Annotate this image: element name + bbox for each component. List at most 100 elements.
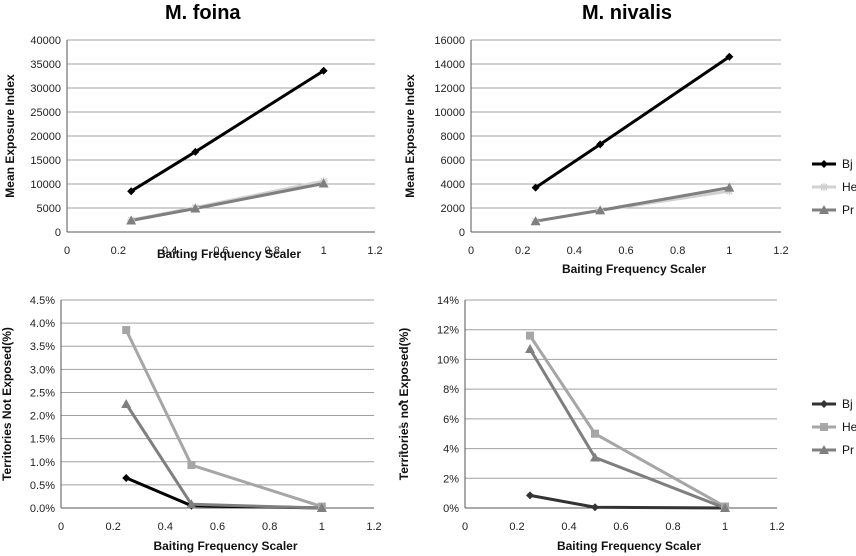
y-tick-label: 0 [459, 227, 465, 239]
x-tick-label: 1.2 [366, 521, 381, 533]
data-point-pr [190, 203, 201, 213]
x-tick-label: 0.6 [613, 521, 628, 533]
data-point-he [187, 461, 196, 470]
x-tick-label: 0 [64, 245, 70, 257]
y-tick-label: 5000 [37, 203, 61, 215]
x-axis-title: Baiting Frequency Scaler [562, 262, 706, 276]
data-point-pr [121, 399, 132, 408]
legend-marker-he [820, 183, 828, 191]
legend-label-he: He [842, 180, 856, 194]
x-tick-label: 0.4 [162, 245, 177, 257]
data-point-bj [725, 52, 734, 61]
x-tick-label: 0.6 [618, 245, 633, 257]
y-tick-label: 2.0% [30, 411, 55, 423]
legend-marker-bj [820, 160, 828, 168]
y-tick-label: 1.0% [30, 457, 55, 469]
x-tick-label: 0.4 [561, 521, 576, 533]
y-tick-label: 3.0% [30, 364, 55, 376]
x-tick-label: 0.6 [210, 521, 225, 533]
y-tick-label: 14% [437, 295, 459, 307]
legend-label-pr: Pr [842, 203, 854, 217]
y-tick-label: 12% [437, 325, 459, 337]
y-axis-title: Mean Exposure Index [403, 74, 417, 198]
legend-marker-he [820, 423, 828, 431]
data-point-bj [122, 473, 131, 482]
legend-marker-bj [820, 400, 828, 408]
x-tick-label: 0.8 [665, 521, 680, 533]
x-tick-label: 0.2 [509, 521, 524, 533]
y-tick-label: 16000 [434, 35, 465, 47]
y-tick-label: 0 [55, 227, 61, 239]
stray-dot [398, 402, 402, 406]
x-tick-label: 0.4 [567, 245, 582, 257]
y-tick-label: 12000 [434, 83, 465, 95]
legend-label-he: He [842, 420, 856, 434]
y-tick-label: 1.5% [30, 434, 55, 446]
data-point-pr [590, 452, 600, 462]
stray-dot [398, 425, 402, 429]
data-point-bj [591, 503, 599, 512]
x-tick-label: 0.2 [515, 245, 530, 257]
legend-label-bj: Bj [842, 157, 853, 171]
y-tick-label: 4% [443, 444, 459, 456]
y-tick-label: 2000 [441, 203, 465, 215]
data-point-pr [720, 503, 730, 512]
y-tick-label: 8000 [441, 131, 465, 143]
title-m-foina: M. foina [165, 2, 241, 24]
y-tick-label: 3.5% [30, 341, 55, 353]
x-tick-label: 1 [722, 521, 728, 533]
y-tick-label: 2.5% [30, 387, 55, 399]
y-tick-label: 4.0% [30, 318, 55, 330]
y-tick-label: 14000 [434, 59, 465, 71]
data-point-pr [318, 178, 329, 188]
x-tick-label: 0.6 [213, 245, 228, 257]
x-axis-title: Baiting Frequency Scaler [157, 247, 301, 261]
data-point-he [526, 331, 534, 340]
x-tick-label: 1.2 [367, 245, 382, 257]
legend-marker-pr [819, 205, 829, 214]
data-point-bj [531, 183, 540, 192]
x-tick-label: 0.4 [158, 521, 173, 533]
y-tick-label: 30000 [30, 83, 61, 95]
y-tick-label: 15000 [30, 155, 61, 167]
y-tick-label: 4000 [441, 179, 465, 191]
y-tick-label: 10% [437, 354, 459, 366]
y-tick-label: 0.5% [30, 480, 55, 492]
data-point-he [591, 429, 599, 438]
y-tick-label: 8% [443, 384, 459, 396]
x-tick-label: 0.8 [265, 245, 280, 257]
y-axis-title: Territories Not Exposed(%) [0, 327, 14, 481]
y-tick-label: 6000 [441, 155, 465, 167]
y-tick-label: 25000 [30, 107, 61, 119]
y-tick-label: 0% [443, 503, 459, 515]
y-tick-label: 35000 [30, 59, 61, 71]
data-point-pr [126, 215, 137, 225]
data-point-pr [595, 205, 606, 215]
x-tick-label: 1.2 [769, 521, 784, 533]
x-tick-label: 0.2 [111, 245, 126, 257]
x-axis-title: Baiting Frequency Scaler [557, 539, 701, 553]
y-tick-label: 10000 [434, 107, 465, 119]
legend-label-pr: Pr [842, 443, 854, 457]
y-tick-label: 6% [443, 414, 459, 426]
data-point-pr [724, 182, 735, 192]
x-tick-label: 1 [319, 521, 325, 533]
x-tick-label: 0 [58, 521, 64, 533]
data-point-pr [186, 499, 197, 509]
y-axis-title: Territories not Exposed(%) [397, 328, 411, 480]
y-tick-label: 4.5% [30, 295, 55, 307]
title-m-nivalis: M. nivalis [582, 2, 673, 24]
y-tick-label: 20000 [30, 131, 61, 143]
data-point-bj [127, 187, 136, 196]
x-tick-label: 1 [321, 245, 327, 257]
data-point-pr [525, 344, 535, 354]
x-tick-label: 0 [462, 521, 468, 533]
legend-marker-pr [819, 445, 829, 454]
data-point-bj [526, 491, 534, 500]
